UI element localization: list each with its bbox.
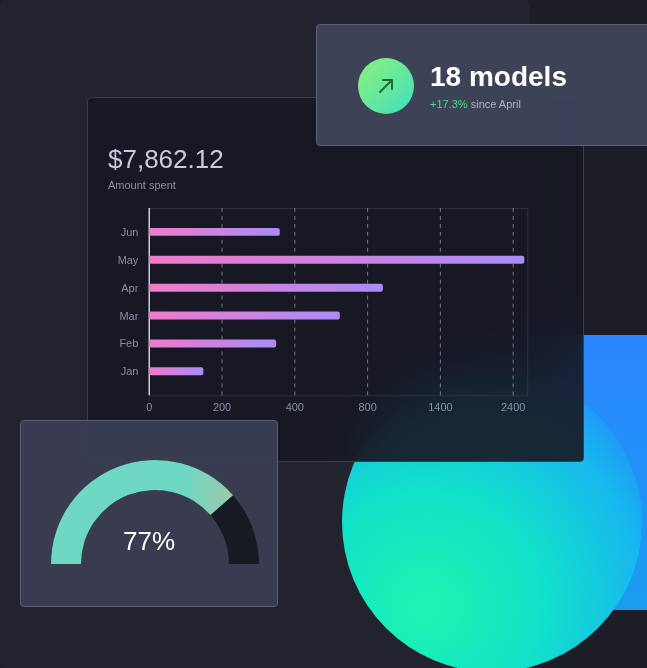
svg-text:Jan: Jan: [121, 365, 139, 377]
svg-text:Feb: Feb: [119, 337, 138, 349]
svg-text:Jun: Jun: [121, 226, 139, 238]
svg-text:Apr: Apr: [121, 282, 138, 294]
svg-text:May: May: [118, 254, 139, 266]
html-text:18 models: 18 models: [430, 61, 567, 92]
svg-text:2400: 2400: [501, 401, 525, 413]
svg-text:Mar: Mar: [119, 310, 138, 322]
svg-text:800: 800: [358, 401, 376, 413]
html-text:Amount spent: Amount spent: [108, 179, 176, 191]
svg-text:400: 400: [286, 401, 304, 413]
html-text:$7,862.12: $7,862.12: [108, 144, 224, 174]
svg-text:0: 0: [146, 401, 152, 413]
svg-text:1400: 1400: [428, 401, 452, 413]
svg-text:200: 200: [213, 401, 231, 413]
svg-text:77%: 77%: [123, 526, 175, 556]
html-text:+17.3% since April: +17.3% since April: [430, 98, 521, 110]
